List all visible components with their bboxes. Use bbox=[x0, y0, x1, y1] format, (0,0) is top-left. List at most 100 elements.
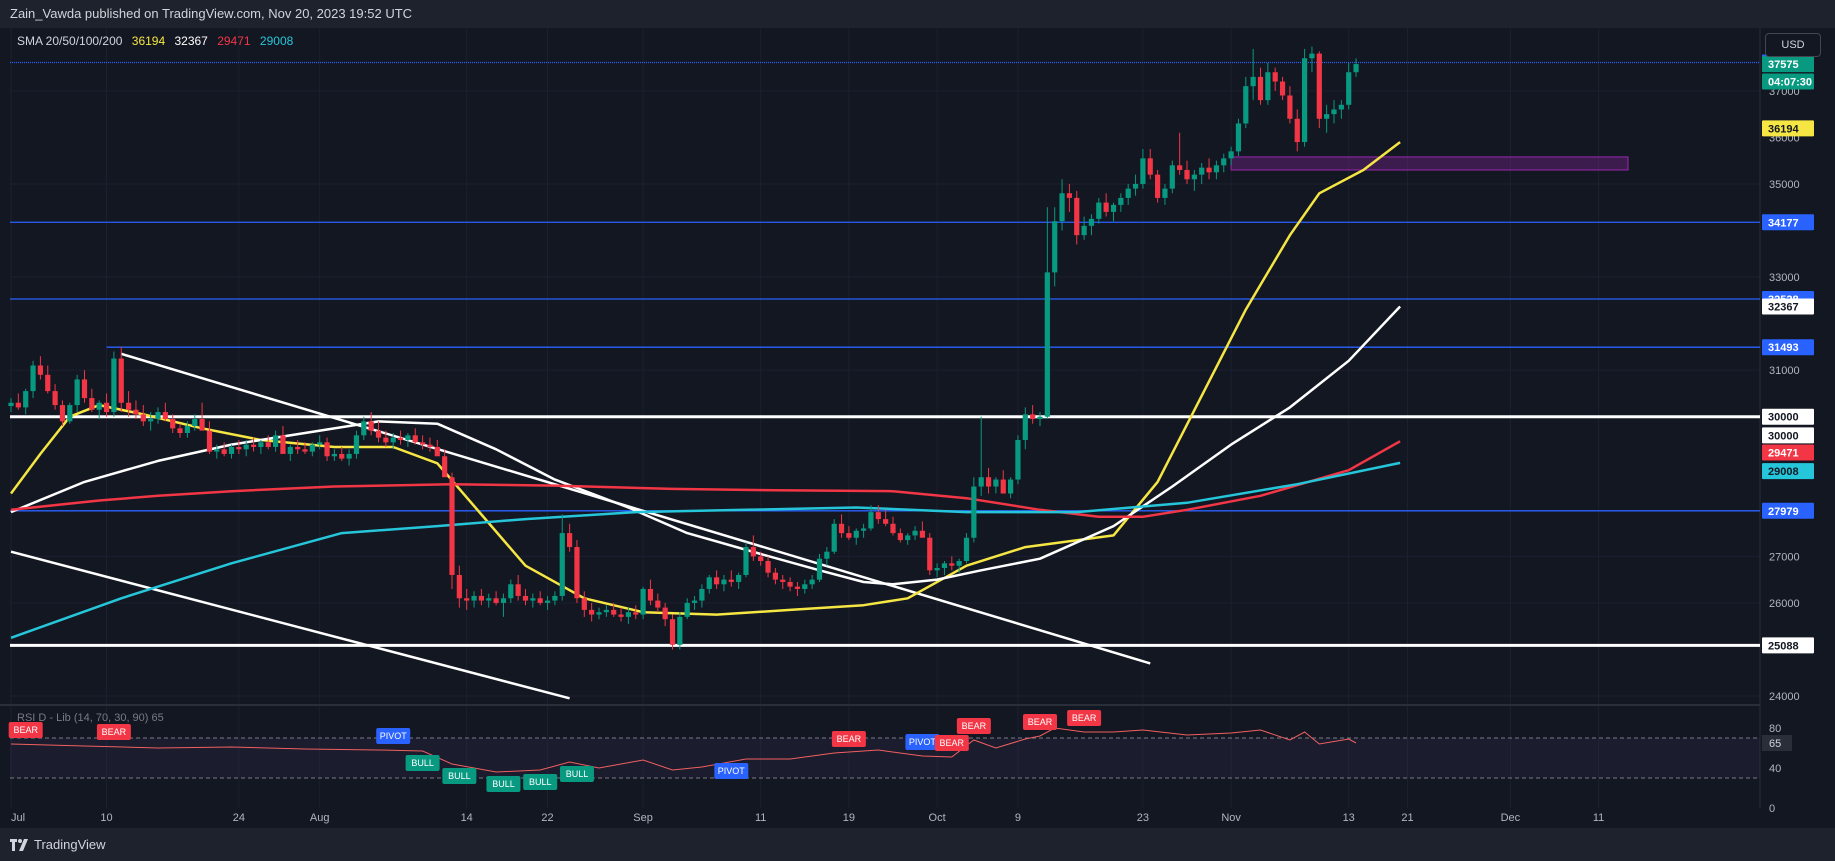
price-label-box bbox=[1762, 214, 1814, 231]
osc-tick: 0 bbox=[1769, 803, 1775, 815]
candle-up bbox=[30, 365, 36, 392]
candle-up bbox=[1265, 72, 1271, 101]
price-label: 32367 bbox=[1768, 302, 1799, 314]
candle-down bbox=[772, 572, 778, 580]
candle-down bbox=[265, 442, 271, 447]
candle-down bbox=[383, 437, 389, 443]
signal-bear: BEAR bbox=[837, 734, 862, 744]
candle-up bbox=[1250, 76, 1256, 87]
candle-down bbox=[1257, 76, 1264, 101]
candle-up bbox=[1132, 183, 1139, 189]
candle-down bbox=[15, 402, 21, 408]
price-label-box bbox=[1762, 339, 1814, 356]
candle-down bbox=[280, 435, 286, 454]
candle-up bbox=[1118, 197, 1124, 205]
price-axis: 3700035000330003100027000260002400038000… bbox=[1769, 39, 1800, 703]
signal-bear: BEAR bbox=[962, 721, 987, 731]
candle-down bbox=[567, 533, 573, 548]
time-tick: 21 bbox=[1401, 812, 1413, 824]
candle-down bbox=[787, 581, 793, 587]
candle-up bbox=[317, 442, 323, 445]
candle-up bbox=[736, 574, 742, 582]
sma200-value: 29008 bbox=[259, 34, 294, 48]
price-labels: 376093757504:07:303619434177325283236731… bbox=[1762, 54, 1814, 654]
candle-down bbox=[324, 442, 330, 457]
candle-down bbox=[1000, 479, 1006, 494]
tradingview-logo[interactable]: TradingView bbox=[10, 837, 106, 852]
price-label: 30000 bbox=[1768, 430, 1799, 442]
candle-down bbox=[1206, 167, 1212, 173]
signal-bull-box bbox=[405, 755, 440, 771]
candle-down bbox=[750, 547, 756, 557]
candle-up bbox=[214, 449, 220, 452]
candle-up bbox=[1309, 53, 1315, 59]
candle-down bbox=[655, 600, 661, 608]
price-label-box bbox=[1762, 444, 1814, 461]
candle-up bbox=[603, 609, 609, 613]
candle-down bbox=[221, 449, 227, 454]
candle-down bbox=[949, 563, 955, 566]
candle-down bbox=[927, 537, 933, 571]
candle-up bbox=[912, 530, 918, 536]
candle-down bbox=[177, 428, 183, 433]
price-tick: 24000 bbox=[1769, 691, 1800, 703]
rsi-line bbox=[10, 727, 1357, 773]
price-chart[interactable]: 3700035000330003100027000260002400038000… bbox=[0, 28, 1835, 828]
candle-up bbox=[1008, 479, 1014, 494]
candle-up bbox=[228, 446, 235, 454]
candle-down bbox=[339, 453, 345, 459]
signal-bull: BULL bbox=[566, 769, 589, 779]
candle-up bbox=[640, 588, 646, 615]
publish-header: Zain_Vawda published on TradingView.com,… bbox=[0, 0, 1835, 28]
price-label-box bbox=[1762, 298, 1814, 315]
candles bbox=[8, 46, 1359, 650]
candle-up bbox=[1162, 188, 1168, 198]
candle-up bbox=[184, 426, 190, 433]
candle-up bbox=[1140, 158, 1146, 184]
candle-down bbox=[714, 577, 720, 585]
candle-down bbox=[199, 419, 205, 431]
sma-20-line bbox=[9, 141, 1401, 616]
candle-down bbox=[449, 477, 455, 575]
oscillator-legend[interactable]: RSI D - Lib (14, 70, 30, 90) 65 bbox=[17, 712, 164, 724]
sma-200-line bbox=[10, 461, 1401, 639]
candle-down bbox=[589, 609, 595, 615]
candle-up bbox=[1346, 72, 1352, 105]
signal-bull: BULL bbox=[529, 777, 552, 787]
candle-up bbox=[1044, 272, 1050, 417]
signal-bear-box bbox=[8, 722, 43, 738]
candle-down bbox=[1074, 197, 1080, 236]
price-label-box bbox=[1762, 502, 1814, 519]
price-label-box bbox=[1762, 73, 1814, 90]
candle-down bbox=[794, 586, 801, 589]
candle-up bbox=[111, 358, 117, 413]
currency-button[interactable]: USD bbox=[1765, 33, 1821, 57]
candle-up bbox=[1199, 167, 1205, 175]
candle-down bbox=[236, 446, 242, 450]
candle-down bbox=[633, 612, 639, 615]
candle-up bbox=[486, 598, 492, 601]
candle-down bbox=[522, 595, 529, 601]
candle-down bbox=[1272, 72, 1278, 82]
candle-down bbox=[618, 614, 624, 617]
candle-up bbox=[1015, 439, 1021, 480]
tradingview-icon bbox=[10, 838, 28, 851]
candle-down bbox=[611, 609, 617, 615]
candle-up bbox=[699, 588, 705, 601]
candle-up bbox=[1353, 64, 1359, 73]
price-label-box bbox=[1762, 56, 1814, 73]
candle-up bbox=[905, 535, 911, 541]
trendlines bbox=[10, 352, 1151, 700]
signal-pivot-box bbox=[714, 763, 749, 779]
candle-down bbox=[45, 374, 51, 392]
candle-up bbox=[596, 612, 602, 615]
signal-bull-box bbox=[486, 776, 521, 792]
oscillator-pane: 80 40 0 65 bbox=[10, 723, 1792, 815]
candle-up bbox=[544, 600, 551, 603]
candle-down bbox=[1316, 53, 1322, 119]
candle-down bbox=[81, 379, 88, 399]
price-tick: 35000 bbox=[1769, 179, 1800, 191]
price-tick: 33000 bbox=[1769, 272, 1800, 284]
sma-legend[interactable]: SMA 20/50/100/200 36194 32367 29471 2900… bbox=[17, 33, 299, 49]
candle-down bbox=[133, 409, 139, 415]
